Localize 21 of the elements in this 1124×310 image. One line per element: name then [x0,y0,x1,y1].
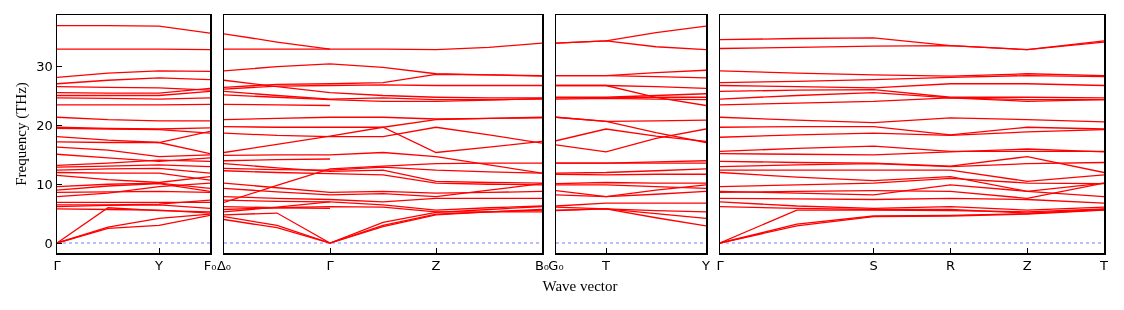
x-tick-label: T [1099,258,1109,274]
x-tick-label: Δ₀ [216,258,232,274]
x-tick-label: Y [154,258,164,274]
y-tick-label: 10 [36,176,53,192]
x-tick-label: Y [701,258,711,274]
x-tick-label: F₀ [203,258,217,274]
y-tick-label: 30 [36,59,53,75]
x-tick-label: T [601,258,611,274]
x-tick-label: Z [1022,258,1032,274]
y-axis-title: Frequency (THz) [12,82,30,186]
x-tick-label: R [945,258,955,274]
y-tick-label: 0 [44,235,53,251]
x-tick-label: Γ [326,258,335,274]
x-tick-label: B₀ [534,258,550,274]
x-tick-label: Γ [53,258,62,274]
x-tick-label: Γ [716,258,725,274]
y-tick-label: 20 [36,118,53,134]
x-tick-label: G₀ [548,258,564,274]
x-tick-label: S [869,258,878,274]
x-axis-title: Wave vector [541,278,619,295]
x-tick-label: Z [431,258,441,274]
